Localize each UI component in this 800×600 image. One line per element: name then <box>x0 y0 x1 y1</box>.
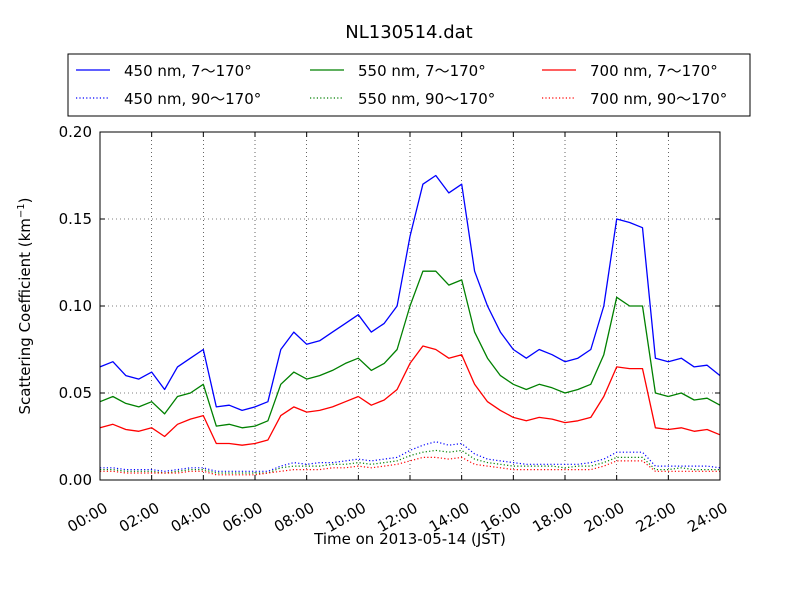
legend-label-3: 450 nm, 90～170° <box>124 90 261 108</box>
plot-area: 00:00 02:00 04:00 06:00 08:00 10:00 12:00 14:00… <box>59 123 731 536</box>
series-line-1 <box>99 270 721 429</box>
y-axis-label-sup: −1 <box>16 203 27 218</box>
legend: 450 nm, 7～170° 550 nm, 7～170° 700 nm, 7～17… <box>67 53 751 117</box>
legend-label-1: 550 nm, 7～170° <box>358 62 486 80</box>
series-line-4 <box>100 449 720 474</box>
y-tick-label: 0.05 <box>59 384 92 402</box>
series-line-0 <box>99 174 721 412</box>
legend-label-0: 450 nm, 7～170° <box>124 62 252 80</box>
y-axis-label-main: Scattering Coefficient (km <box>16 218 34 414</box>
x-axis-label: Time on 2013-05-14 (JST) <box>313 530 506 548</box>
y-tick-label: 0.10 <box>59 297 92 315</box>
chart-title: NL130514.dat <box>345 22 472 43</box>
y-axis-label-close: ) <box>16 197 34 203</box>
series-line-3 <box>100 441 721 472</box>
series-layer <box>99 174 721 476</box>
y-tick-label: 0.20 <box>59 123 92 141</box>
y-axis-label: Scattering Coefficient (km−1) <box>16 197 34 414</box>
y-tick-label: 0.15 <box>59 210 92 228</box>
legend-label-5: 700 nm, 90～170° <box>590 90 727 108</box>
y-tick-label: 0.00 <box>59 471 92 489</box>
legend-label-2: 700 nm, 7～170° <box>590 62 718 80</box>
legend-box <box>67 53 751 117</box>
series-line-2 <box>99 345 721 446</box>
legend-label-4: 550 nm, 90～170° <box>358 90 495 108</box>
